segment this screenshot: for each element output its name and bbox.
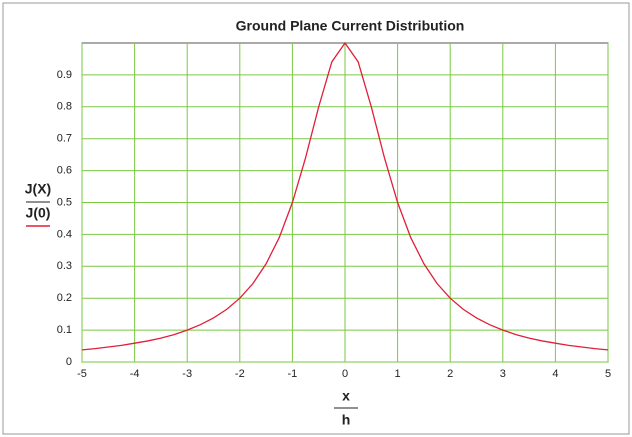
x-tick-label: -1 bbox=[288, 368, 298, 380]
x-tick-label: 4 bbox=[552, 368, 558, 380]
x-label-bottom: h bbox=[342, 412, 351, 428]
line bbox=[81, 41, 609, 351]
y-tick-label: 0.7 bbox=[57, 133, 72, 145]
x-tick-label: -3 bbox=[182, 368, 192, 380]
y-tick-label: 0.3 bbox=[57, 260, 72, 272]
x-tick-label: 2 bbox=[447, 368, 453, 380]
x-tick-label: 3 bbox=[500, 368, 506, 380]
y-tick-label: 0.4 bbox=[57, 228, 72, 240]
x-label-top: x bbox=[342, 388, 350, 404]
y-tick-label: 0.6 bbox=[57, 165, 72, 177]
y-tick-label: 0 bbox=[66, 356, 72, 368]
x-tick-label: -2 bbox=[235, 368, 245, 380]
y-tick-label: 0.9 bbox=[57, 69, 72, 81]
y-tick-label: 0.1 bbox=[57, 324, 72, 336]
y-label-top: J(X) bbox=[25, 181, 51, 197]
x-tick-label: -4 bbox=[130, 368, 140, 380]
x-tick-label: 5 bbox=[605, 368, 611, 380]
x-tick-label: -5 bbox=[77, 368, 87, 380]
x-tick-label: 0 bbox=[342, 368, 348, 380]
chart-title: Ground Plane Current Distribution bbox=[236, 18, 465, 34]
y-label-bottom: J(0) bbox=[26, 205, 51, 221]
y-tick-label: 0.5 bbox=[57, 196, 72, 208]
y-tick-label: 0.8 bbox=[57, 101, 72, 113]
y-tick-label: 0.2 bbox=[57, 292, 72, 304]
x-tick-label: 1 bbox=[395, 368, 401, 380]
